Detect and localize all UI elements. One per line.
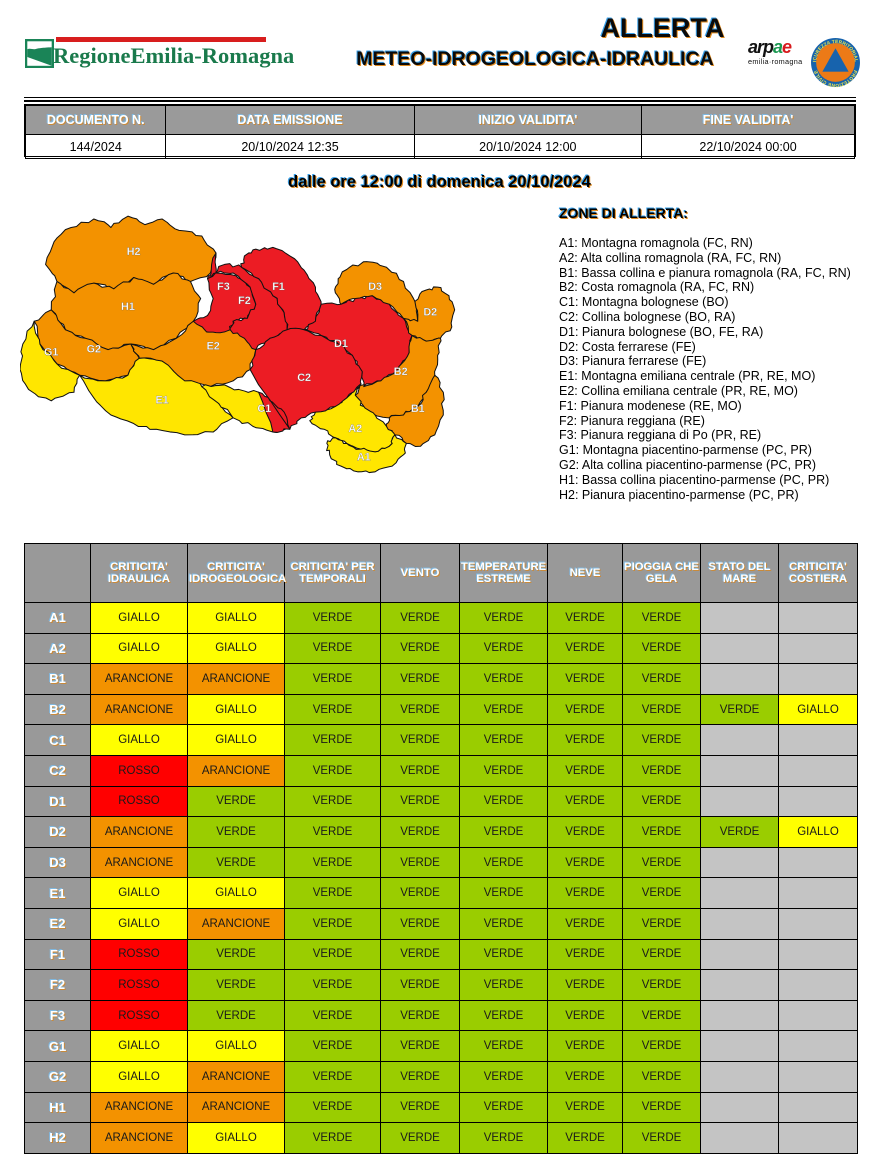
svg-text:G1: G1 [44,346,58,358]
svg-text:E1: E1 [155,395,168,407]
svg-text:C1: C1 [257,403,271,415]
svg-text:A2: A2 [348,423,362,435]
svg-text:B1: B1 [411,403,425,415]
svg-text:C2: C2 [297,372,311,384]
svg-text:E2: E2 [207,341,220,353]
svg-text:F1: F1 [272,281,285,293]
svg-text:G2: G2 [87,344,101,356]
svg-text:B2: B2 [394,366,408,378]
svg-text:H2: H2 [127,246,141,258]
svg-text:H1: H1 [121,301,135,313]
svg-text:D1: D1 [334,338,348,350]
svg-text:D3: D3 [368,281,382,293]
svg-text:F3: F3 [217,281,230,293]
svg-text:D2: D2 [423,307,437,319]
svg-text:F2: F2 [238,295,251,307]
svg-text:A1: A1 [357,451,371,463]
